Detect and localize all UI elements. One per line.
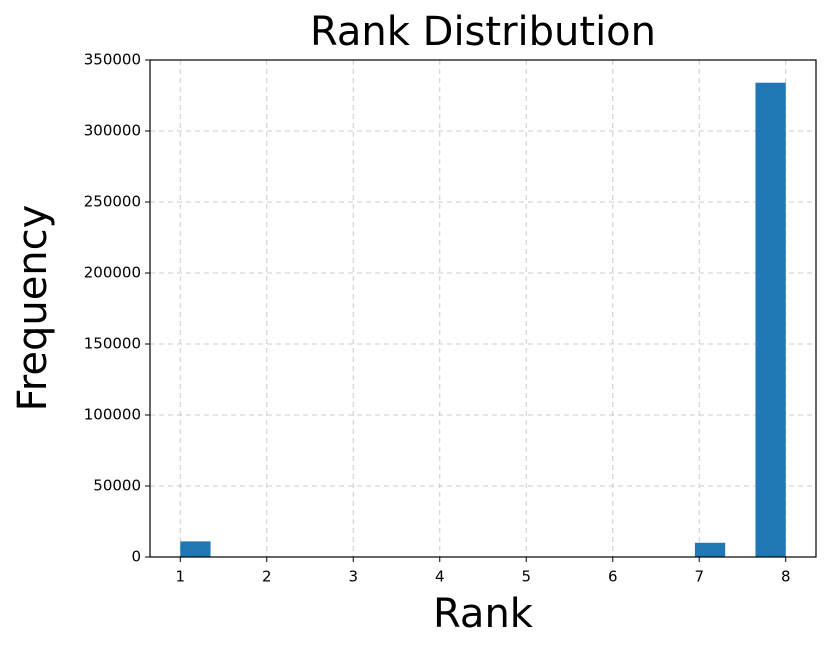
bar <box>180 541 211 557</box>
x-tick-label: 2 <box>262 568 272 586</box>
y-tick-label: 0 <box>131 548 141 566</box>
y-tick-label: 300000 <box>84 122 141 140</box>
y-tick-label: 350000 <box>84 51 141 69</box>
y-tick-label: 250000 <box>84 193 141 211</box>
plot-frame <box>149 59 817 558</box>
x-axis-label: Rank <box>433 591 534 637</box>
x-tick-label: 3 <box>348 568 358 586</box>
x-tick-label: 5 <box>521 568 531 586</box>
y-tick-label: 200000 <box>84 264 141 282</box>
y-tick-label: 100000 <box>84 406 141 424</box>
x-tick-label: 6 <box>608 568 618 586</box>
y-axis-label: Frequency <box>10 205 56 412</box>
y-tick-label: 50000 <box>93 477 141 495</box>
x-tick-label: 8 <box>781 568 791 586</box>
bar <box>755 82 786 557</box>
y-tick-label: 150000 <box>84 335 141 353</box>
x-tick-label: 7 <box>694 568 704 586</box>
chart-title: Rank Distribution <box>310 9 656 55</box>
bar <box>694 542 726 557</box>
x-tick-label: 1 <box>175 568 185 586</box>
x-tick-label: 4 <box>435 568 445 586</box>
